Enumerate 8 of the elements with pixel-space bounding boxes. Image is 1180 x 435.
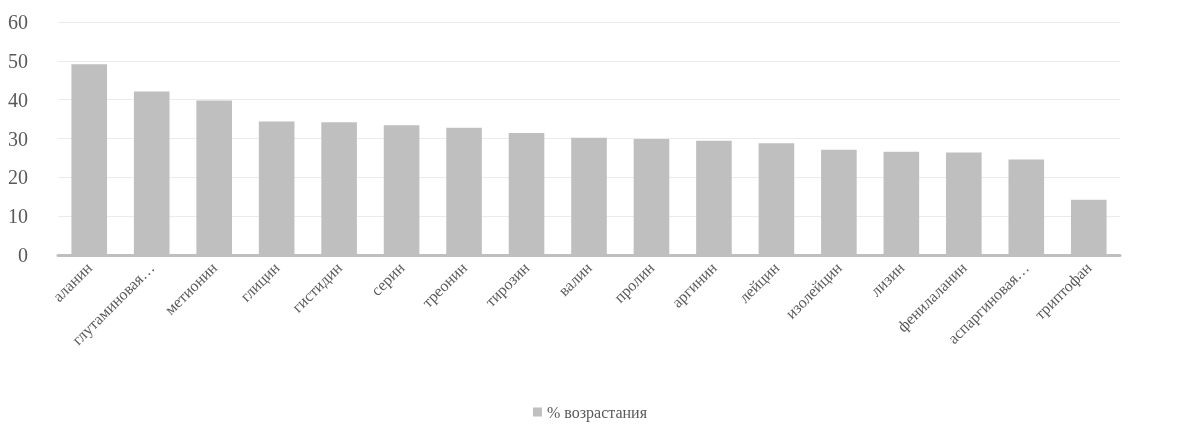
y-tick-label: 20 [8,166,28,189]
legend-label: % возрастания [546,403,648,422]
y-tick-label: 0 [18,244,28,266]
y-tick-label: 60 [8,11,28,33]
y-tick-label: 30 [8,127,28,150]
y-tick-label: 40 [8,88,28,111]
y-tick-label: 10 [8,205,28,228]
y-tick-label: 50 [8,49,28,72]
